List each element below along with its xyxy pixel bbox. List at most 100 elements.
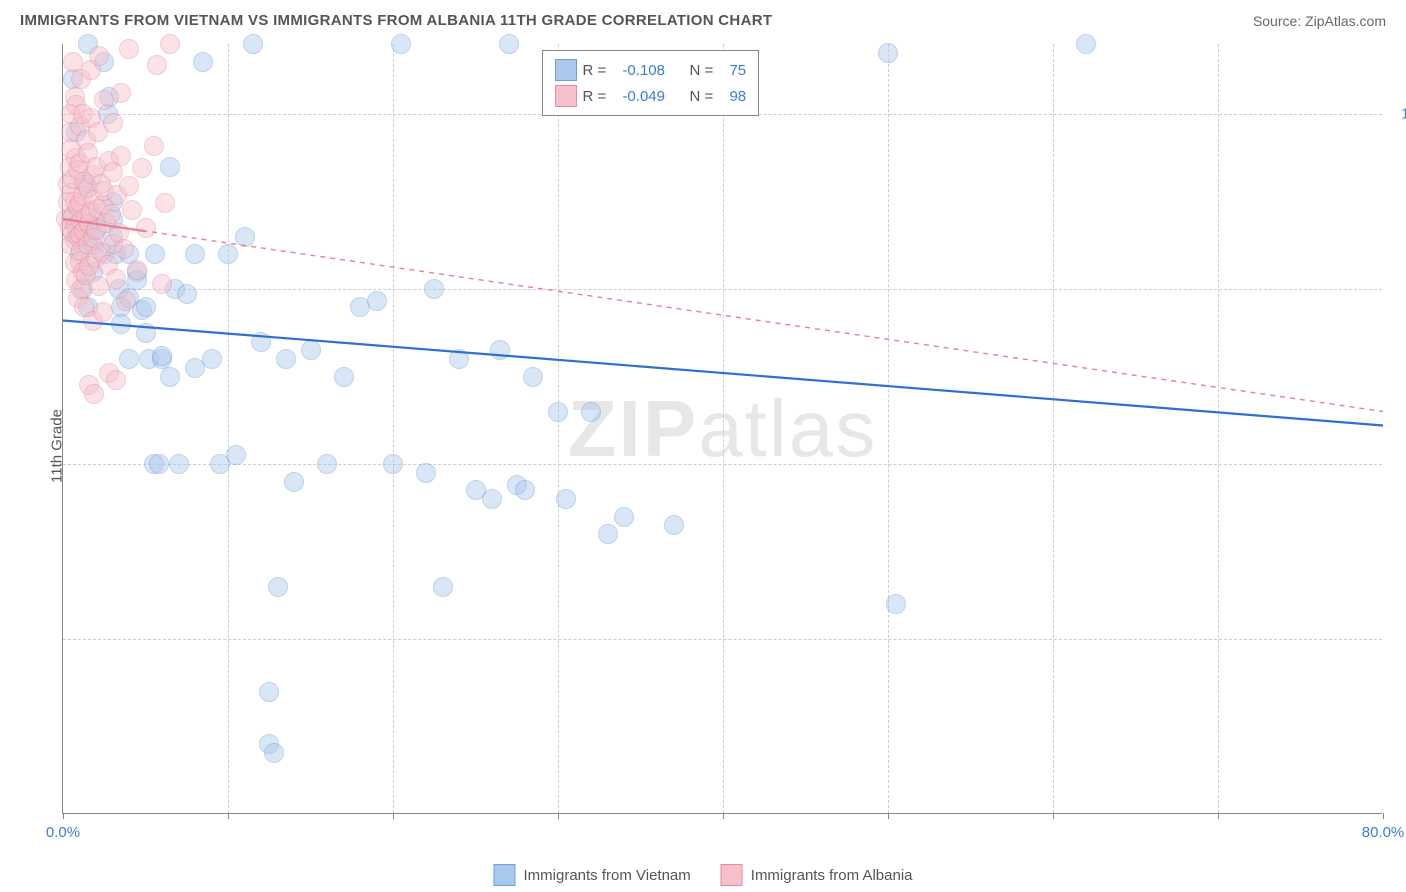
data-point-albania bbox=[119, 39, 139, 59]
data-point-vietnam bbox=[301, 340, 321, 360]
data-point-vietnam bbox=[145, 244, 165, 264]
data-point-albania bbox=[114, 239, 134, 259]
gridline-v bbox=[1053, 44, 1054, 813]
chart-title: IMMIGRANTS FROM VIETNAM VS IMMIGRANTS FR… bbox=[20, 12, 772, 29]
y-tick-label: 90.0% bbox=[1392, 281, 1406, 298]
data-point-vietnam bbox=[259, 682, 279, 702]
x-tick-mark bbox=[393, 813, 394, 819]
data-point-vietnam bbox=[160, 367, 180, 387]
x-tick-mark bbox=[558, 813, 559, 819]
data-point-vietnam bbox=[433, 577, 453, 597]
y-tick-label: 100.0% bbox=[1392, 106, 1406, 123]
data-point-albania bbox=[160, 34, 180, 54]
gridline-v bbox=[723, 44, 724, 813]
gridline-v bbox=[393, 44, 394, 813]
gridline-v bbox=[228, 44, 229, 813]
data-point-albania bbox=[101, 204, 121, 224]
y-tick-label: 80.0% bbox=[1392, 456, 1406, 473]
source-attribution: Source: ZipAtlas.com bbox=[1253, 13, 1386, 29]
data-point-vietnam bbox=[268, 577, 288, 597]
data-point-vietnam bbox=[334, 367, 354, 387]
data-point-vietnam bbox=[276, 349, 296, 369]
data-point-albania bbox=[155, 193, 175, 213]
x-tick-mark bbox=[1218, 813, 1219, 819]
data-point-vietnam bbox=[185, 244, 205, 264]
data-point-vietnam bbox=[886, 594, 906, 614]
x-tick-mark bbox=[1053, 813, 1054, 819]
swatch-vietnam bbox=[493, 864, 515, 886]
stats-row-vietnam: R = -0.108 N = 75 bbox=[555, 57, 747, 83]
swatch-vietnam bbox=[555, 59, 577, 81]
x-tick-mark bbox=[888, 813, 889, 819]
x-tick-label: 0.0% bbox=[46, 824, 80, 841]
data-point-vietnam bbox=[499, 34, 519, 54]
data-point-albania bbox=[152, 274, 172, 294]
data-point-vietnam bbox=[251, 332, 271, 352]
x-tick-mark bbox=[723, 813, 724, 819]
data-point-vietnam bbox=[202, 349, 222, 369]
data-point-vietnam bbox=[264, 743, 284, 763]
scatter-plot-area: ZIPatlas 100.0%90.0%80.0%70.0%0.0%80.0%R… bbox=[62, 44, 1382, 814]
data-point-vietnam bbox=[878, 43, 898, 63]
data-point-vietnam bbox=[193, 52, 213, 72]
data-point-vietnam bbox=[614, 507, 634, 527]
data-point-albania bbox=[111, 146, 131, 166]
data-point-albania bbox=[84, 384, 104, 404]
x-tick-mark bbox=[63, 813, 64, 819]
data-point-albania bbox=[144, 136, 164, 156]
data-point-albania bbox=[119, 176, 139, 196]
data-point-albania bbox=[122, 200, 142, 220]
data-point-albania bbox=[93, 302, 113, 322]
data-point-vietnam bbox=[160, 157, 180, 177]
data-point-albania bbox=[106, 370, 126, 390]
legend-item-albania: Immigrants from Albania bbox=[721, 864, 913, 886]
data-point-vietnam bbox=[243, 34, 263, 54]
data-point-vietnam bbox=[548, 402, 568, 422]
swatch-albania bbox=[555, 85, 577, 107]
data-point-vietnam bbox=[235, 227, 255, 247]
data-point-vietnam bbox=[515, 480, 535, 500]
data-point-vietnam bbox=[149, 454, 169, 474]
x-tick-label: 80.0% bbox=[1362, 824, 1405, 841]
data-point-vietnam bbox=[119, 349, 139, 369]
data-point-albania bbox=[147, 55, 167, 75]
data-point-albania bbox=[136, 218, 156, 238]
data-point-vietnam bbox=[482, 489, 502, 509]
data-point-vietnam bbox=[416, 463, 436, 483]
data-point-albania bbox=[132, 158, 152, 178]
data-point-vietnam bbox=[136, 323, 156, 343]
data-point-vietnam bbox=[169, 454, 189, 474]
data-point-vietnam bbox=[284, 472, 304, 492]
data-point-vietnam bbox=[383, 454, 403, 474]
data-point-vietnam bbox=[177, 284, 197, 304]
data-point-vietnam bbox=[449, 349, 469, 369]
gridline-v bbox=[558, 44, 559, 813]
x-tick-mark bbox=[1383, 813, 1384, 819]
swatch-albania bbox=[721, 864, 743, 886]
x-tick-mark bbox=[228, 813, 229, 819]
stats-legend: R = -0.108 N = 75R = -0.049 N = 98 bbox=[542, 50, 760, 116]
data-point-albania bbox=[89, 46, 109, 66]
gridline-v bbox=[1218, 44, 1219, 813]
data-point-vietnam bbox=[136, 297, 156, 317]
data-point-albania bbox=[127, 260, 147, 280]
data-point-vietnam bbox=[664, 515, 684, 535]
stats-row-albania: R = -0.049 N = 98 bbox=[555, 83, 747, 109]
data-point-albania bbox=[106, 269, 126, 289]
data-point-vietnam bbox=[598, 524, 618, 544]
data-point-albania bbox=[116, 291, 136, 311]
data-point-vietnam bbox=[367, 291, 387, 311]
data-point-vietnam bbox=[490, 340, 510, 360]
data-point-vietnam bbox=[523, 367, 543, 387]
data-point-vietnam bbox=[218, 244, 238, 264]
data-point-vietnam bbox=[1076, 34, 1096, 54]
data-point-vietnam bbox=[317, 454, 337, 474]
data-point-vietnam bbox=[152, 346, 172, 366]
data-point-vietnam bbox=[111, 314, 131, 334]
data-point-albania bbox=[103, 113, 123, 133]
y-tick-label: 70.0% bbox=[1392, 631, 1406, 648]
legend-item-vietnam: Immigrants from Vietnam bbox=[493, 864, 690, 886]
data-point-albania bbox=[111, 83, 131, 103]
legend-bottom: Immigrants from Vietnam Immigrants from … bbox=[493, 864, 912, 886]
data-point-vietnam bbox=[226, 445, 246, 465]
